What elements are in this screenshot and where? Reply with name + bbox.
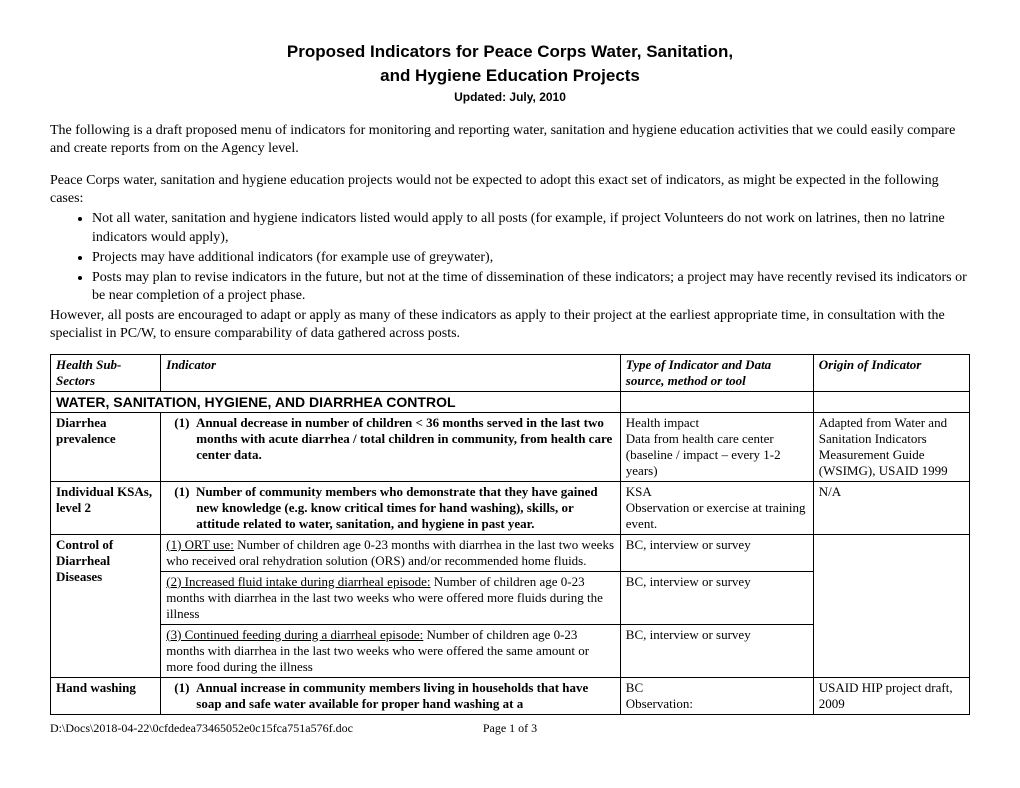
indicator-underline: (2) Increased fluid intake during diarrh…	[166, 574, 430, 589]
subsector-cell: Individual KSAs, level 2	[51, 481, 161, 534]
table-row: Hand washing (1) Annual increase in comm…	[51, 677, 970, 714]
intro-para-2: Peace Corps water, sanitation and hygien…	[50, 172, 970, 208]
footer: D:\Docs\2018-04-22\0cfdedea73465052e0c15…	[50, 721, 970, 736]
header-cell: Indicator	[161, 354, 621, 391]
subsector-cell: Hand washing	[51, 677, 161, 714]
type-cell: BC, interview or survey	[620, 534, 813, 571]
bullet-item: Projects may have additional indicators …	[92, 249, 970, 267]
bullet-list: Not all water, sanitation and hygiene in…	[50, 210, 970, 305]
origin-cell	[813, 534, 969, 677]
indicator-underline: (3) Continued feeding during a diarrheal…	[166, 627, 423, 642]
type-cell: KSA Observation or exercise at training …	[620, 481, 813, 534]
indicator-underline: (1) ORT use:	[166, 537, 234, 552]
empty-cell	[813, 391, 969, 412]
footer-path: D:\Docs\2018-04-22\0cfdedea73465052e0c15…	[50, 721, 353, 736]
origin-cell: USAID HIP project draft, 2009	[813, 677, 969, 714]
bullet-item: Not all water, sanitation and hygiene in…	[92, 210, 970, 246]
footer-spacer	[967, 721, 970, 736]
header-cell: Origin of Indicator	[813, 354, 969, 391]
title-line-1: Proposed Indicators for Peace Corps Wate…	[50, 40, 970, 64]
empty-cell	[620, 391, 813, 412]
indicator-text: Annual decrease in number of children < …	[196, 415, 612, 462]
type-cell: BC, interview or survey	[620, 571, 813, 624]
footer-page: Page 1 of 3	[483, 721, 537, 736]
indicator-text: Annual increase in community members liv…	[196, 680, 588, 711]
title-line-2: and Hygiene Education Projects	[50, 64, 970, 88]
indicator-cell: (2) Increased fluid intake during diarrh…	[161, 571, 621, 624]
indicator-cell: (1) Annual increase in community members…	[161, 677, 621, 714]
section-title-cell: WATER, SANITATION, HYGIENE, AND DIARRHEA…	[51, 391, 621, 412]
table-row: Diarrhea prevalence (1) Annual decrease …	[51, 412, 970, 481]
indicator-text: Number of community members who demonstr…	[196, 484, 598, 531]
indicator-cell: (1) Annual decrease in number of childre…	[161, 412, 621, 481]
indicator-text: Number of children age 0-23 months with …	[166, 537, 614, 568]
type-cell: Health impact Data from health care cent…	[620, 412, 813, 481]
indicator-cell: (1) Number of community members who demo…	[161, 481, 621, 534]
indicator-num: (1)	[174, 415, 189, 430]
title-block: Proposed Indicators for Peace Corps Wate…	[50, 40, 970, 104]
intro-para-1: The following is a draft proposed menu o…	[50, 122, 970, 158]
origin-cell: N/A	[813, 481, 969, 534]
subsector-cell: Control of Diarrheal Diseases	[51, 534, 161, 677]
indicator-cell: (1) ORT use: Number of children age 0-23…	[161, 534, 621, 571]
subsector-cell: Diarrhea prevalence	[51, 412, 161, 481]
bullet-item: Posts may plan to revise indicators in t…	[92, 269, 970, 305]
however-para: However, all posts are encouraged to ada…	[50, 307, 970, 343]
header-cell: Health Sub-Sectors	[51, 354, 161, 391]
type-cell: BC Observation:	[620, 677, 813, 714]
indicator-num: (1)	[174, 680, 189, 695]
section-row: WATER, SANITATION, HYGIENE, AND DIARRHEA…	[51, 391, 970, 412]
indicator-cell: (3) Continued feeding during a diarrheal…	[161, 624, 621, 677]
origin-cell: Adapted from Water and Sanitation Indica…	[813, 412, 969, 481]
table-row: Control of Diarrheal Diseases (1) ORT us…	[51, 534, 970, 571]
updated-line: Updated: July, 2010	[50, 90, 970, 104]
header-cell: Type of Indicator and Data source, metho…	[620, 354, 813, 391]
type-cell: BC, interview or survey	[620, 624, 813, 677]
indicator-num: (1)	[174, 484, 189, 499]
table-header-row: Health Sub-Sectors Indicator Type of Ind…	[51, 354, 970, 391]
indicators-table: Health Sub-Sectors Indicator Type of Ind…	[50, 354, 970, 715]
table-row: Individual KSAs, level 2 (1) Number of c…	[51, 481, 970, 534]
